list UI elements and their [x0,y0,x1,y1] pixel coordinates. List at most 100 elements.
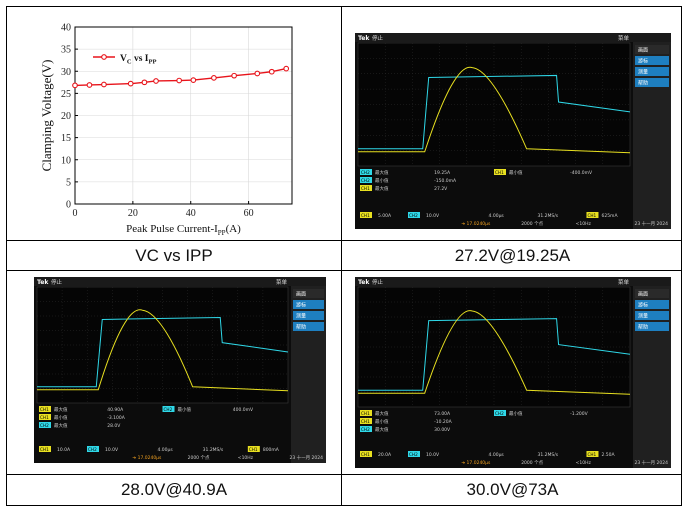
meas-value: -10.20A [434,419,453,425]
bottom-ch1-scale: 5.00A [378,213,392,219]
bottom-ch2-scale: 10.0V [426,213,440,219]
bottom-time: 4.00μs [157,447,173,453]
scope-menu-label: 游标 [296,302,306,309]
y-tick-label: 20 [61,111,71,122]
bottom-trig-ch: CH1 [587,213,596,218]
caption-27v: 27.2V@19.25A [454,246,571,265]
meas-right-value: -400.0mV [570,170,593,176]
scope-menu-button [635,78,669,87]
scope-top-right: 菜单 [618,34,630,42]
meas-label: 最大值 [54,422,68,429]
bottom-trig-level: 800mA [263,447,280,453]
meas-ch: CH2 [40,423,49,428]
meas-ch: CH2 [361,427,370,432]
scope-menu-label: 帮助 [296,324,306,331]
scope-menu-label: 测量 [638,69,648,76]
x-axis-label-sub: PP [218,229,226,237]
scope-brand: Tek [358,35,370,42]
meas-ch-badge [360,410,372,416]
y-axis-label: Clamping Voltage(V) [39,60,54,172]
meas-value: 28.0V [107,423,121,429]
meas-value: 27.2V [434,186,448,192]
legend-label-sub1: C [127,59,132,66]
y-tick-label: 0 [66,200,71,211]
bottom-ch2: CH2 [409,452,418,457]
caption-vc-vs-ipp: VC vs IPP [135,246,213,265]
y-tick-label: 30 [61,67,71,78]
bottom-freq: <10Hz [238,455,254,461]
scope-brand: Tek [358,279,370,286]
meas-ch: CH1 [40,415,49,420]
meas-label: 最小值 [54,414,68,421]
meas-label: 最大值 [54,406,68,413]
scope-brand: Tek [37,279,49,286]
bottom-rate: 31.2MS/s [538,213,559,219]
bottom-freq: <10Hz [576,460,592,466]
y-tick-label: 25 [61,89,71,100]
bottom-points: 2000 个点 [521,460,543,466]
scope-menu-button [635,311,669,320]
x-tick-label: 20 [128,208,138,219]
ch2-voltage-trace [37,316,289,388]
bottom-ch2-scale: 10.0V [105,447,119,453]
scope-top-right: 菜单 [276,278,288,286]
bottom-ch2: CH2 [88,447,97,452]
x-tick-label: 60 [244,208,254,219]
caption-28v: 28.0V@40.9A [120,480,228,499]
meas-ch-badge [39,422,51,428]
meas-label: 最小值 [375,418,389,425]
y-tick-label: 5 [66,177,71,188]
meas-right-label: 最小值 [509,169,523,176]
bottom-ch2-scale: 10.0V [426,452,440,458]
scope-header-bar [355,277,671,286]
x-axis-label: Peak Pulse Current-IPP(A) [126,223,241,237]
meas-ch: CH1 [40,407,49,412]
legend-label-sub2: PP [148,59,156,66]
scope-header-bar [34,277,326,286]
scope-menu-label: 画面 [638,48,648,54]
scope-menu-button [635,289,669,298]
scope-menu-button [293,322,324,331]
data-point [141,79,148,86]
table-divider-h2 [7,270,681,271]
bottom-date: 23 十一月 2024 [289,454,323,461]
scope-menu-label: 帮助 [638,80,648,87]
bottom-trig-badge [586,212,599,218]
scope-menu-label: 帮助 [638,324,648,331]
ch1-current-trace [358,66,631,154]
data-point [211,75,217,81]
meas-ch-badge [39,406,51,412]
scope-menu-button [635,67,669,76]
scope-menu-label: 游标 [638,58,648,65]
data-point [254,70,261,77]
data-point [231,72,237,79]
meas-value: 30.00V [434,427,451,433]
ch1-current-trace [37,309,289,392]
bottom-time: 4.00μs [489,452,505,458]
bottom-ch1: CH1 [361,213,370,218]
bottom-ch2-badge [408,451,420,457]
bottom-trig-level: 625mA [601,213,618,219]
meas-right-ch: CH1 [495,170,504,175]
table-divider-vertical [341,7,342,505]
ch2-voltage-trace [358,318,631,391]
scope-menu-button [635,45,669,54]
scope-menu-label: 游标 [638,302,648,309]
data-point [86,82,93,88]
data-point [72,82,78,89]
y-tick-label: 40 [61,23,71,34]
scope-status: 停止 [372,278,384,286]
table-divider-h3 [7,474,681,475]
legend-label-v: V [120,54,127,64]
scope-header-bar [355,33,671,42]
scope-menu-button [635,56,669,65]
scope-menu-button [635,322,669,331]
bottom-trig-ch: CH1 [249,447,258,452]
meas-right-badge [494,410,506,416]
x-axis-label-main: Peak Pulse Current-I [126,223,218,235]
meas-right-badge [494,169,506,175]
y-tick-label: 15 [61,133,71,144]
meas-ch: CH2 [361,178,370,183]
meas-ch: CH1 [361,186,370,191]
